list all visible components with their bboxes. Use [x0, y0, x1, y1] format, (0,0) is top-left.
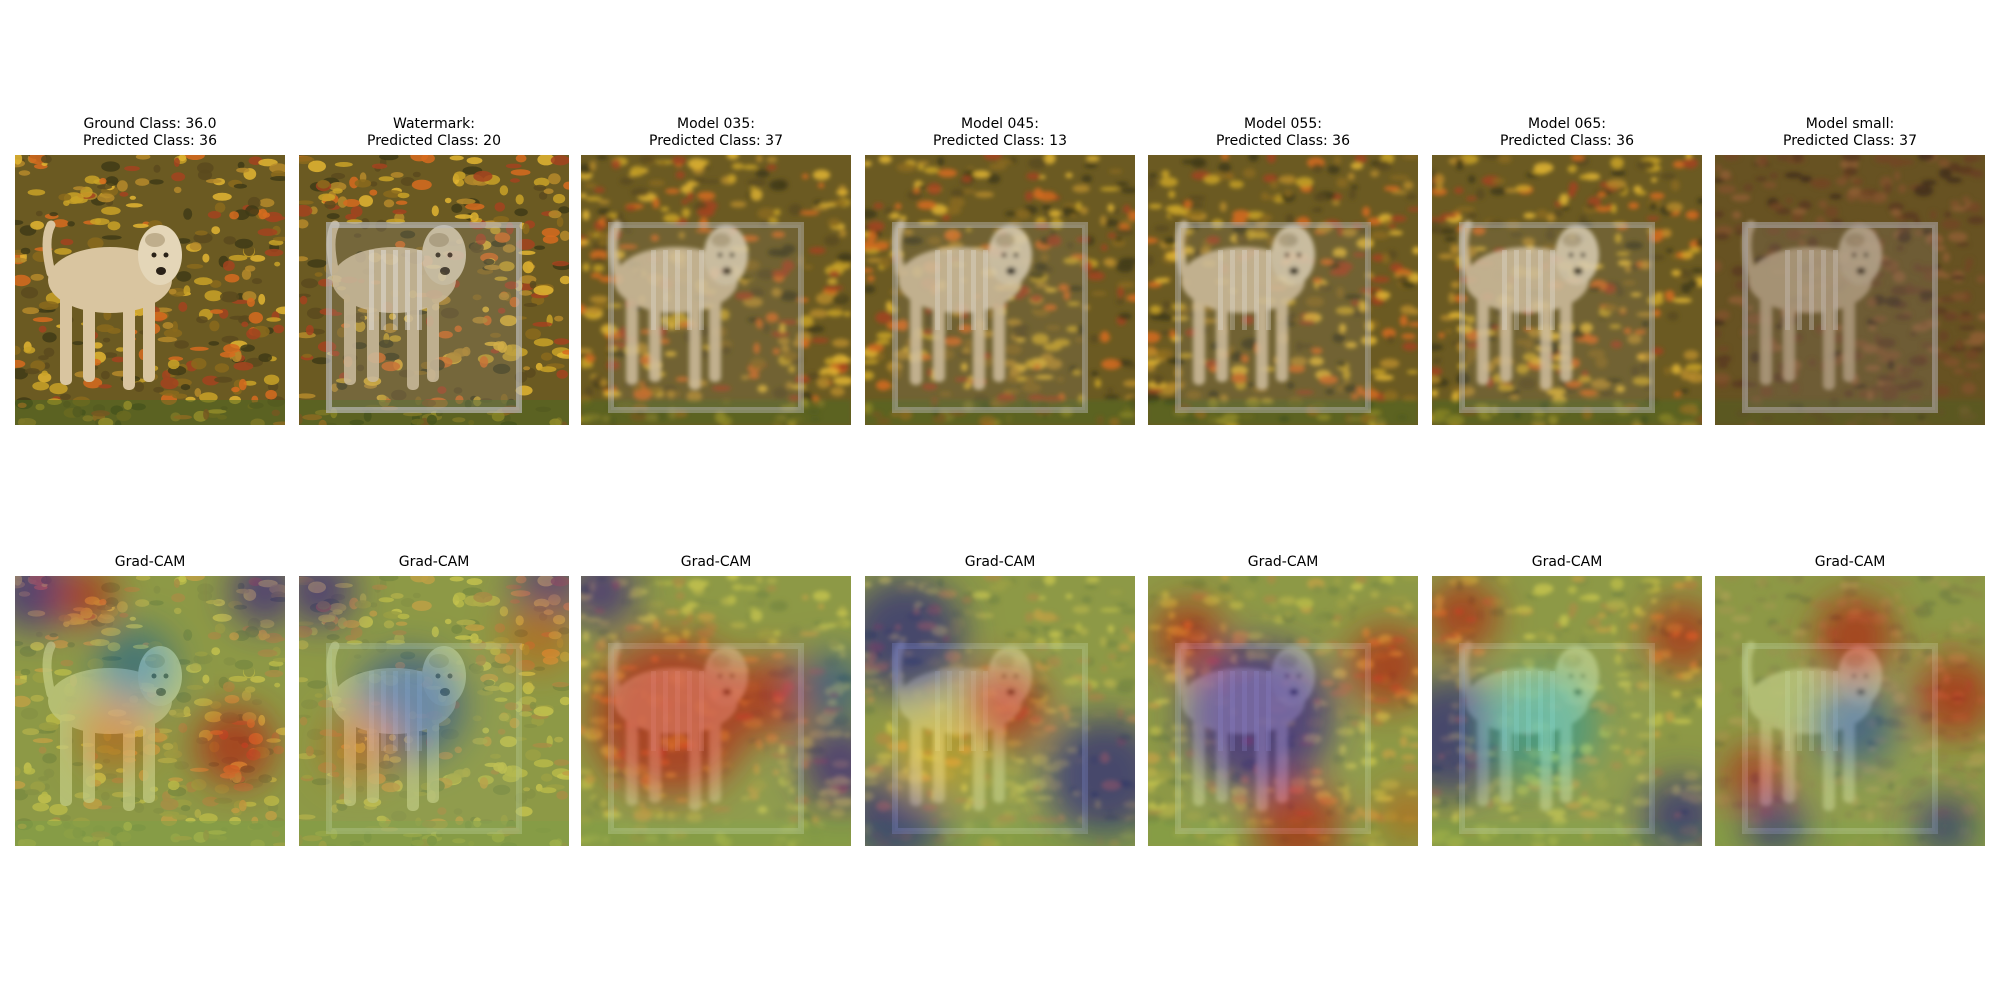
gradcam-panel-4	[1148, 576, 1418, 846]
title-6-line2: Predicted Class: 37	[1783, 133, 1917, 149]
gradcam-panel-1	[299, 576, 569, 846]
gradcam-title-6: Grad-CAM	[1814, 554, 1886, 570]
gradcam-svg	[15, 576, 285, 846]
title-4-line2: Predicted Class: 36	[1216, 133, 1350, 149]
photo-svg	[581, 155, 851, 425]
title-2-line1: Model 035:	[677, 116, 755, 132]
photo-svg	[865, 155, 1135, 425]
title-0-line1: Ground Class: 36.0	[83, 116, 217, 132]
title-5-line1: Model 065:	[1528, 116, 1606, 132]
title-5-line2: Predicted Class: 36	[1500, 133, 1634, 149]
gradcam-title-3: Grad-CAM	[964, 554, 1036, 570]
gradcam-svg	[865, 576, 1135, 846]
image-panel-model-045	[865, 155, 1135, 425]
title-1: Watermark: Predicted Class: 20	[284, 116, 584, 150]
title-1-line2: Predicted Class: 20	[367, 133, 501, 149]
photo-svg	[1148, 155, 1418, 425]
title-4-line1: Model 055:	[1244, 116, 1322, 132]
photo-svg	[299, 155, 569, 425]
title-6-line1: Model small:	[1805, 116, 1895, 132]
photo-svg	[15, 155, 285, 425]
gradcam-title-5: Grad-CAM	[1531, 554, 1603, 570]
title-2: Model 035: Predicted Class: 37	[566, 116, 866, 150]
gradcam-panel-5	[1432, 576, 1702, 846]
gradcam-panel-6	[1715, 576, 1985, 846]
photo-svg	[1715, 155, 1985, 425]
title-2-line2: Predicted Class: 37	[649, 133, 783, 149]
gradcam-title-0: Grad-CAM	[114, 554, 186, 570]
title-5: Model 065: Predicted Class: 36	[1417, 116, 1717, 150]
title-1-line1: Watermark:	[393, 116, 475, 132]
gradcam-title-2: Grad-CAM	[680, 554, 752, 570]
image-panel-model-035	[581, 155, 851, 425]
title-4: Model 055: Predicted Class: 36	[1133, 116, 1433, 150]
title-6: Model small: Predicted Class: 37	[1700, 116, 2000, 150]
image-panel-original	[15, 155, 285, 425]
gradcam-svg	[581, 576, 851, 846]
title-0-line2: Predicted Class: 36	[83, 133, 217, 149]
title-3-line1: Model 045:	[961, 116, 1039, 132]
photo-svg	[1432, 155, 1702, 425]
image-panel-watermark	[299, 155, 569, 425]
gradcam-panel-0	[15, 576, 285, 846]
gradcam-title-4: Grad-CAM	[1247, 554, 1319, 570]
title-3-line2: Predicted Class: 13	[933, 133, 1067, 149]
gradcam-panel-2	[581, 576, 851, 846]
gradcam-title-1: Grad-CAM	[398, 554, 470, 570]
title-3: Model 045: Predicted Class: 13	[850, 116, 1150, 150]
image-panel-model-065	[1432, 155, 1702, 425]
image-panel-model-small	[1715, 155, 1985, 425]
title-0: Ground Class: 36.0 Predicted Class: 36	[0, 116, 300, 150]
gradcam-panel-3	[865, 576, 1135, 846]
gradcam-svg	[1432, 576, 1702, 846]
gradcam-svg	[299, 576, 569, 846]
gradcam-svg	[1715, 576, 1985, 846]
gradcam-svg	[1148, 576, 1418, 846]
image-panel-model-055	[1148, 155, 1418, 425]
